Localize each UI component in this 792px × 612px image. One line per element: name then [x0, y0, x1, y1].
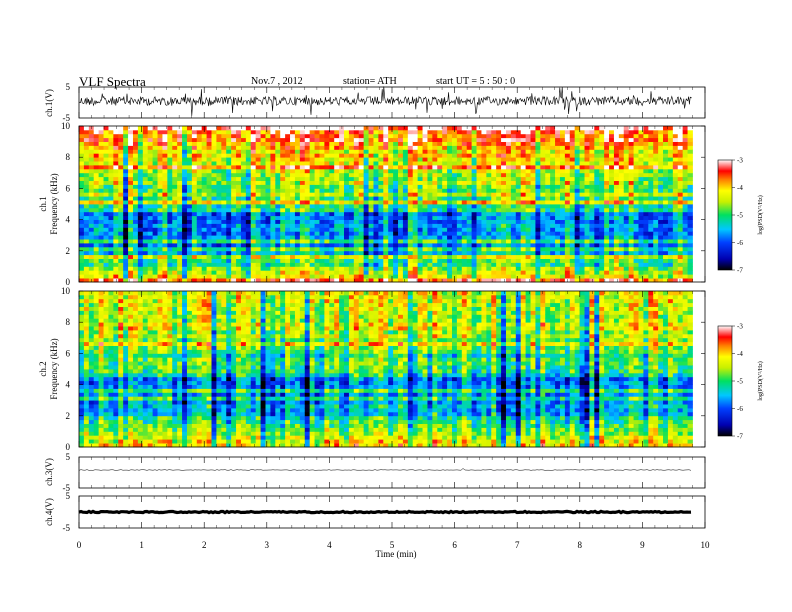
ch2-colorbar-label: log(PSD(V²/Hz): [757, 361, 764, 400]
colorbar-tick-label: -6: [737, 405, 743, 413]
colorbar-tick-label: -7: [737, 433, 743, 441]
ch3-wave-ylabel: ch.3(V): [44, 458, 54, 486]
x-tick-label: 2: [202, 540, 207, 550]
x-tick-label: 1: [139, 540, 144, 550]
ch3-waveform-line: [78, 468, 692, 471]
ch1-wave-ylabel: ch.1(V): [44, 89, 54, 117]
freq-tick-label: 6: [66, 348, 71, 358]
ch4-waveform-panel: 5 -5 ch.4(V): [44, 491, 706, 533]
station-label: station= ATH: [343, 76, 397, 87]
ch1-spectrogram-panel: 0 2 4 6 8 10 ch.1 Frequency (kHz): [38, 121, 706, 287]
ch2-spec-ylabel-frequency: Frequency (kHz): [49, 338, 59, 399]
freq-tick-label: 4: [66, 215, 71, 225]
x-axis-label: Time (min): [376, 549, 417, 559]
ch1-waveform-panel: 5 -5 ch.1(V): [44, 82, 706, 123]
freq-tick-label: 2: [66, 411, 71, 421]
x-axis-tick-labels: 0 1 2 3 4 5 6 7 8 9 10: [77, 540, 710, 550]
freq-tick-label: 4: [66, 380, 71, 390]
ch3-waveform-panel: 5 -5 ch.3(V): [44, 452, 706, 493]
ch1-spectrogram-yticks: 0 2 4 6 8 10: [61, 121, 705, 287]
date-label: Nov.7 , 2012: [251, 76, 303, 87]
x-tick-label: 4: [327, 540, 332, 550]
freq-tick-label: 6: [66, 183, 71, 193]
x-tick-label: 0: [77, 540, 82, 550]
ch2-colorbar-ticks: -3 -4 -5 -6 -7: [732, 323, 743, 441]
start-time-label: start UT = 5 : 50 : 0: [436, 76, 516, 87]
ch2-spectrogram-panel: 0 2 4 6 8 10 ch.2 Frequency (kHz): [38, 286, 706, 452]
ch1-colorbar-ticks: -3 -4 -5 -6 -7: [732, 157, 743, 275]
ch1-wave-ytick-top: 5: [66, 82, 71, 92]
ch1-colorbar: -3 -4 -5 -6 -7 log(PSD(V²/Hz): [717, 157, 764, 275]
freq-tick-label: 10: [61, 121, 71, 131]
x-tick-label: 9: [640, 540, 645, 550]
x-tick-label: 6: [452, 540, 457, 550]
ch2-colorbar: -3 -4 -5 -6 -7 log(PSD(V²/Hz): [717, 323, 764, 441]
ch4-wave-ytick-top: 5: [66, 491, 71, 501]
freq-tick-label: 8: [66, 152, 71, 162]
chart-title: VLF Spectra: [79, 74, 146, 89]
ch1-spec-ylabel-frequency: Frequency (kHz): [49, 173, 59, 234]
colorbar-tick-label: -3: [737, 157, 743, 165]
freq-tick-label: 0: [66, 442, 71, 452]
ch2-spec-ylabel-channel: ch.2: [38, 361, 48, 376]
ch4-waveform-line: [78, 509, 692, 515]
ch1-wave-ytick-bottom: -5: [63, 113, 71, 123]
colorbar-tick-label: -5: [737, 212, 743, 220]
ch1-colorbar-gradient: [717, 159, 733, 271]
colorbar-tick-label: -4: [737, 350, 743, 358]
x-tick-label: 8: [578, 540, 583, 550]
ch4-wave-ytick-bottom: -5: [63, 523, 71, 533]
freq-tick-label: 8: [66, 317, 71, 327]
x-tick-label: 3: [265, 540, 270, 550]
freq-tick-label: 0: [66, 277, 71, 287]
ch1-spec-ylabel-channel: ch.1: [38, 196, 48, 211]
ch2-spectrogram-yticks: 0 2 4 6 8 10: [61, 286, 705, 452]
ch1-colorbar-label: log(PSD(V²/Hz): [757, 195, 764, 234]
x-tick-label: 7: [515, 540, 520, 550]
freq-tick-label: 10: [61, 286, 71, 296]
ch2-colorbar-gradient: [717, 325, 733, 437]
freq-tick-label: 2: [66, 246, 71, 256]
ch2-spectrogram-cells: [79, 291, 693, 448]
ch3-wave-ytick-bottom: -5: [63, 483, 71, 493]
colorbar-tick-label: -3: [737, 323, 743, 331]
ch1-spectrogram-cells: [79, 126, 693, 283]
colorbar-tick-label: -6: [737, 239, 743, 247]
x-axis-ticks: [78, 87, 706, 528]
colorbar-tick-label: -5: [737, 378, 743, 386]
ch4-wave-ylabel: ch.4(V): [44, 498, 54, 526]
x-tick-label: 5: [390, 540, 395, 550]
ch1-waveform-line: [78, 86, 692, 116]
x-tick-label: 10: [701, 540, 711, 550]
colorbar-tick-label: -7: [737, 267, 743, 275]
colorbar-tick-label: -4: [737, 184, 743, 192]
ch3-wave-ytick-top: 5: [66, 452, 71, 462]
